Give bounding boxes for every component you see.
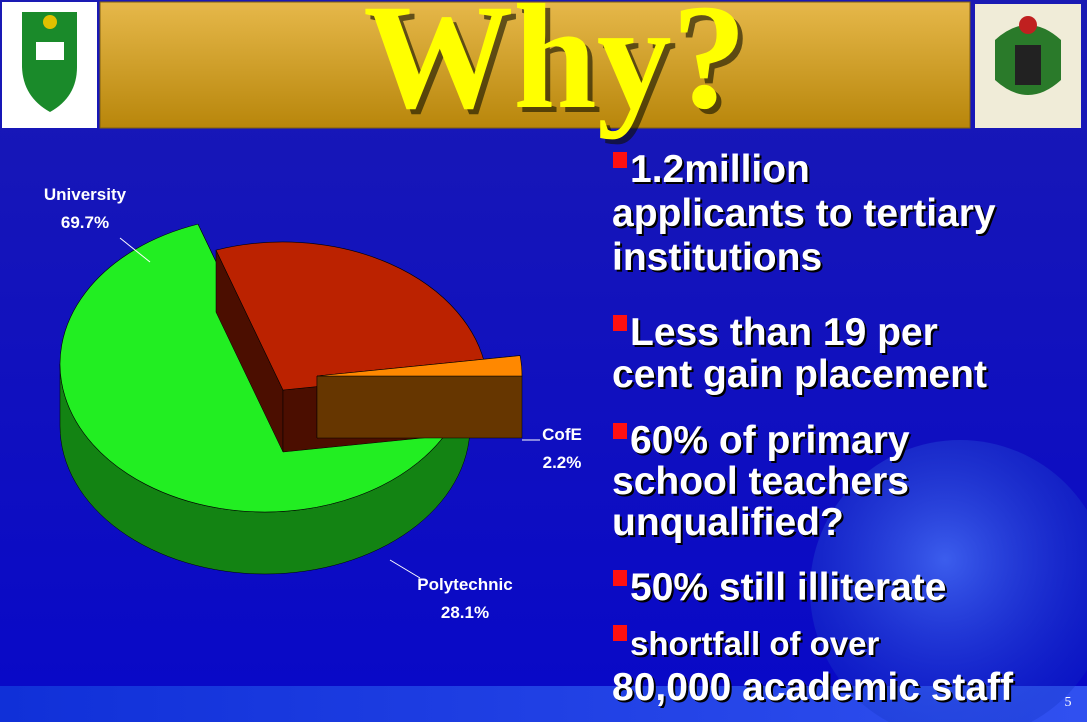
bullet-text: Less than 19 per — [630, 311, 938, 354]
page-number: 5 — [1065, 695, 1072, 710]
bullet-marker — [613, 423, 627, 439]
bullet-text: 50% still illiterate — [630, 566, 946, 609]
bullet-text: applicants to tertiary — [612, 192, 996, 235]
bullet-marker — [613, 625, 627, 641]
slice-value-label: 2.2% — [543, 453, 582, 472]
bullet-marker — [613, 315, 627, 331]
right-logo — [975, 4, 1081, 128]
slice-label: University — [44, 185, 127, 204]
bullet-text: unqualified? — [612, 501, 844, 544]
slide-title: Why? — [363, 0, 746, 140]
bullet-text: institutions — [612, 236, 822, 279]
bullet-text: school teachers — [612, 460, 909, 503]
bullet-text: cent gain placement — [612, 353, 987, 396]
bullet-marker — [613, 152, 627, 168]
bullet-text: 60% of primary — [630, 419, 910, 462]
bullet-marker — [613, 570, 627, 586]
slide: Why? Why? 5 University69.7%Polytechnic28… — [0, 0, 1087, 722]
slice-wall — [317, 376, 522, 438]
bullet-text: shortfall of over — [630, 625, 880, 662]
slice-label: CofE — [542, 425, 582, 444]
bullet-text: 80,000 academic staff — [612, 666, 1014, 709]
slice-label: Polytechnic — [417, 575, 512, 594]
slice-value-label: 69.7% — [61, 213, 109, 232]
slice-value-label: 28.1% — [441, 603, 489, 622]
bullet-text: 1.2million — [630, 148, 810, 191]
left-logo — [2, 2, 97, 128]
